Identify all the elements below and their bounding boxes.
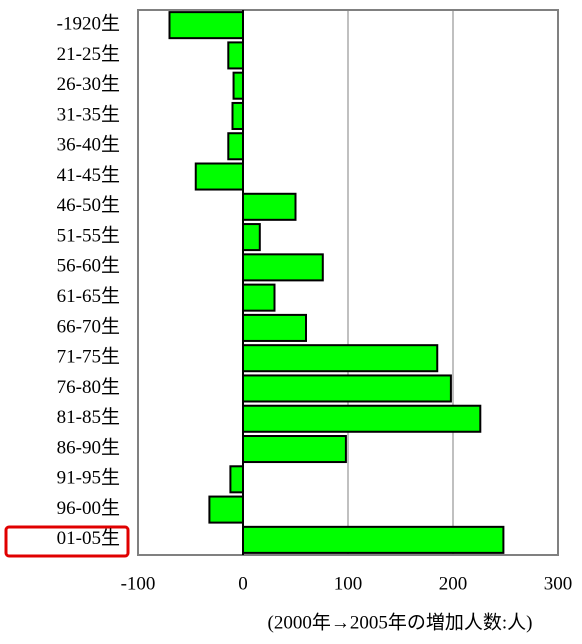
bar <box>242 283 276 312</box>
y-tick-label: 81-85生 <box>57 406 120 428</box>
bar <box>194 162 244 191</box>
bar <box>242 374 452 403</box>
x-tick-label: 200 <box>439 573 468 594</box>
y-tick-label: 01-05生 <box>57 527 120 549</box>
bar <box>231 101 244 130</box>
y-tick-label: 46-50生 <box>57 194 120 216</box>
y-tick-label: 36-40生 <box>57 134 120 156</box>
bar <box>242 404 482 433</box>
bar <box>242 253 324 282</box>
x-axis-label: (2000年→2005年の増加人数:人) <box>268 611 533 633</box>
y-tick-label: 96-00生 <box>57 497 120 519</box>
x-tick-label: 0 <box>238 573 248 594</box>
y-tick-label: 66-70生 <box>57 315 120 337</box>
x-tick-label: 100 <box>334 573 363 594</box>
x-tick-label: 300 <box>544 573 573 594</box>
y-tick-label: 61-65生 <box>57 285 120 307</box>
y-tick-label: 41-45生 <box>57 164 120 186</box>
y-tick-label: 56-60生 <box>57 255 120 277</box>
bar <box>242 344 439 373</box>
x-tick-label: -100 <box>121 573 156 594</box>
bar <box>208 495 244 524</box>
y-tick-label: 26-30生 <box>57 73 120 95</box>
y-tick-label: -1920生 <box>57 12 120 34</box>
bar <box>232 71 245 100</box>
bar <box>168 11 244 40</box>
bar <box>242 435 347 464</box>
bar <box>242 223 261 252</box>
y-tick-label: 76-80生 <box>57 376 120 398</box>
bar <box>229 465 244 494</box>
bar <box>242 525 505 554</box>
bar <box>227 41 245 70</box>
bar <box>227 132 245 161</box>
bar <box>242 192 297 221</box>
y-tick-label: 71-75生 <box>57 346 120 368</box>
y-tick-label: 31-35生 <box>57 103 120 125</box>
bar <box>242 313 307 342</box>
y-tick-label: 86-90生 <box>57 436 120 458</box>
y-tick-label: 51-55生 <box>57 224 120 246</box>
highlight-box <box>4 525 130 558</box>
y-tick-label: 91-95生 <box>57 467 120 489</box>
y-tick-label: 21-25生 <box>57 43 120 65</box>
